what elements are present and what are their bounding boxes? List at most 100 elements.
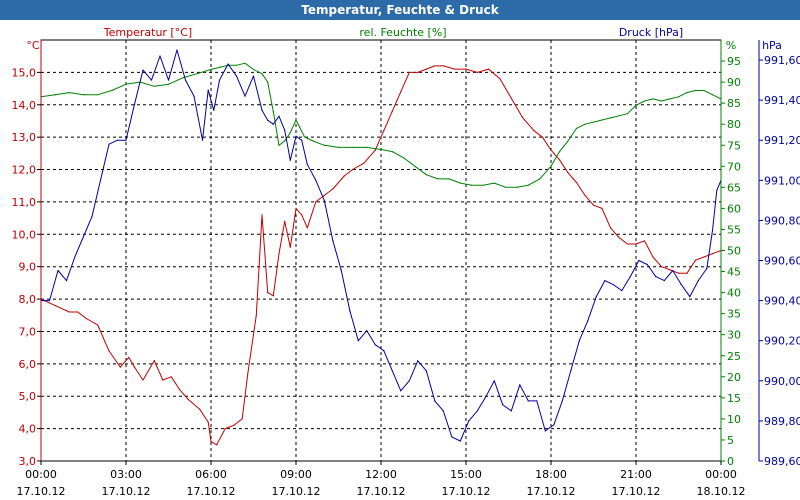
data-point-pressure	[578, 340, 580, 342]
data-point-temperature	[391, 110, 393, 112]
data-point-pressure	[680, 284, 682, 286]
data-point-temperature	[584, 194, 586, 196]
humidity-tick-label: 80	[727, 118, 741, 131]
humidity-tick-label: 30	[727, 329, 741, 342]
data-point-humidity	[125, 83, 127, 85]
pressure-unit: hPa	[762, 39, 782, 52]
data-point-temperature	[142, 379, 144, 381]
data-point-temperature	[272, 295, 274, 297]
data-point-pressure	[201, 139, 204, 141]
data-point-humidity	[459, 182, 461, 184]
data-point-temperature	[434, 65, 436, 67]
data-point-pressure	[244, 95, 246, 97]
data-point-pressure	[417, 360, 419, 362]
data-point-temperature	[383, 130, 385, 132]
data-point-pressure	[349, 310, 351, 312]
data-point-temperature	[128, 356, 130, 358]
x-tick-date: 17.10.12	[527, 485, 576, 498]
x-tick-date: 17.10.12	[272, 485, 321, 498]
data-point-pressure	[235, 75, 238, 77]
x-tick-time: 03:00	[110, 468, 142, 481]
data-point-humidity	[575, 127, 578, 129]
data-point-humidity	[267, 81, 269, 83]
data-point-temperature	[255, 314, 257, 316]
data-point-pressure	[646, 263, 648, 266]
temperature-tick-label: 13,0	[12, 131, 37, 144]
data-point-pressure	[272, 123, 274, 125]
data-point-pressure	[570, 370, 572, 372]
data-point-temperature	[567, 172, 569, 174]
data-point-humidity	[601, 119, 603, 121]
x-tick-date: 17.10.12	[442, 485, 491, 498]
data-point-humidity	[289, 132, 291, 134]
x-tick-time: 12:00	[365, 468, 397, 481]
data-point-temperature	[295, 207, 297, 209]
data-point-temperature	[323, 194, 325, 196]
data-point-pressure	[689, 296, 691, 298]
data-point-pressure	[374, 344, 376, 346]
data-point-humidity	[527, 184, 529, 186]
humidity-tick-label: 70	[727, 160, 741, 173]
x-tick-date: 17.10.12	[17, 485, 66, 498]
data-point-pressure	[108, 143, 110, 145]
pressure-tick-label: 990,60	[764, 255, 800, 268]
data-point-temperature	[626, 243, 629, 245]
data-point-humidity	[111, 89, 113, 92]
data-point-humidity	[337, 146, 340, 148]
data-point-humidity	[278, 144, 280, 146]
data-point-pressure	[267, 119, 269, 121]
data-point-pressure	[284, 129, 286, 131]
data-point-temperature	[400, 91, 402, 93]
data-point-temperature	[363, 162, 365, 164]
data-point-pressure	[510, 410, 512, 412]
data-point-temperature	[233, 424, 235, 426]
humidity-tick-label: 95	[727, 55, 741, 68]
data-point-pressure	[218, 79, 221, 81]
data-point-pressure	[655, 276, 657, 278]
data-point-temperature	[652, 256, 654, 258]
data-point-pressure	[400, 390, 402, 392]
data-point-temperature	[374, 149, 376, 151]
data-point-humidity	[448, 178, 450, 180]
data-point-pressure	[323, 199, 325, 201]
x-tick-time: 00:00	[705, 468, 737, 481]
humidity-axis-label: rel. Feuchte [%]	[359, 26, 446, 39]
data-point-temperature	[476, 71, 478, 73]
data-point-pressure	[150, 79, 153, 81]
data-point-pressure	[476, 410, 478, 412]
data-point-temperature	[609, 227, 612, 229]
data-point-humidity	[284, 140, 286, 142]
x-tick-date: 17.10.12	[102, 485, 151, 498]
data-point-humidity	[584, 123, 586, 125]
data-point-temperature	[442, 65, 444, 67]
data-point-temperature	[711, 253, 714, 255]
data-point-humidity	[414, 165, 416, 167]
data-point-pressure	[301, 139, 303, 141]
data-point-pressure	[213, 109, 215, 111]
temperature-axis-label: Temperatur [°C]	[103, 26, 192, 39]
data-point-pressure	[408, 380, 410, 382]
data-point-humidity	[425, 174, 427, 176]
data-point-pressure	[357, 340, 359, 342]
data-point-humidity	[652, 98, 654, 100]
temperature-tick-label: 6,0	[19, 358, 37, 371]
x-tick-time: 06:00	[195, 468, 227, 481]
temperature-tick-label: 15,0	[12, 66, 37, 79]
data-point-pressure	[697, 280, 699, 282]
data-point-pressure	[289, 159, 291, 161]
data-point-pressure	[629, 276, 631, 278]
pressure-tick-label: 991,40	[764, 94, 800, 107]
data-point-temperature	[77, 311, 79, 313]
data-point-temperature	[677, 272, 680, 274]
x-tick-time: 18:00	[535, 468, 567, 481]
data-point-humidity	[196, 73, 198, 75]
data-point-pressure	[716, 189, 718, 191]
data-point-pressure	[485, 396, 487, 398]
data-point-pressure	[99, 179, 102, 181]
data-point-humidity	[323, 144, 325, 146]
data-point-pressure	[193, 95, 195, 97]
data-point-pressure	[587, 320, 589, 322]
data-point-temperature	[343, 175, 345, 177]
data-point-pressure	[612, 284, 614, 286]
data-point-pressure	[227, 63, 229, 65]
